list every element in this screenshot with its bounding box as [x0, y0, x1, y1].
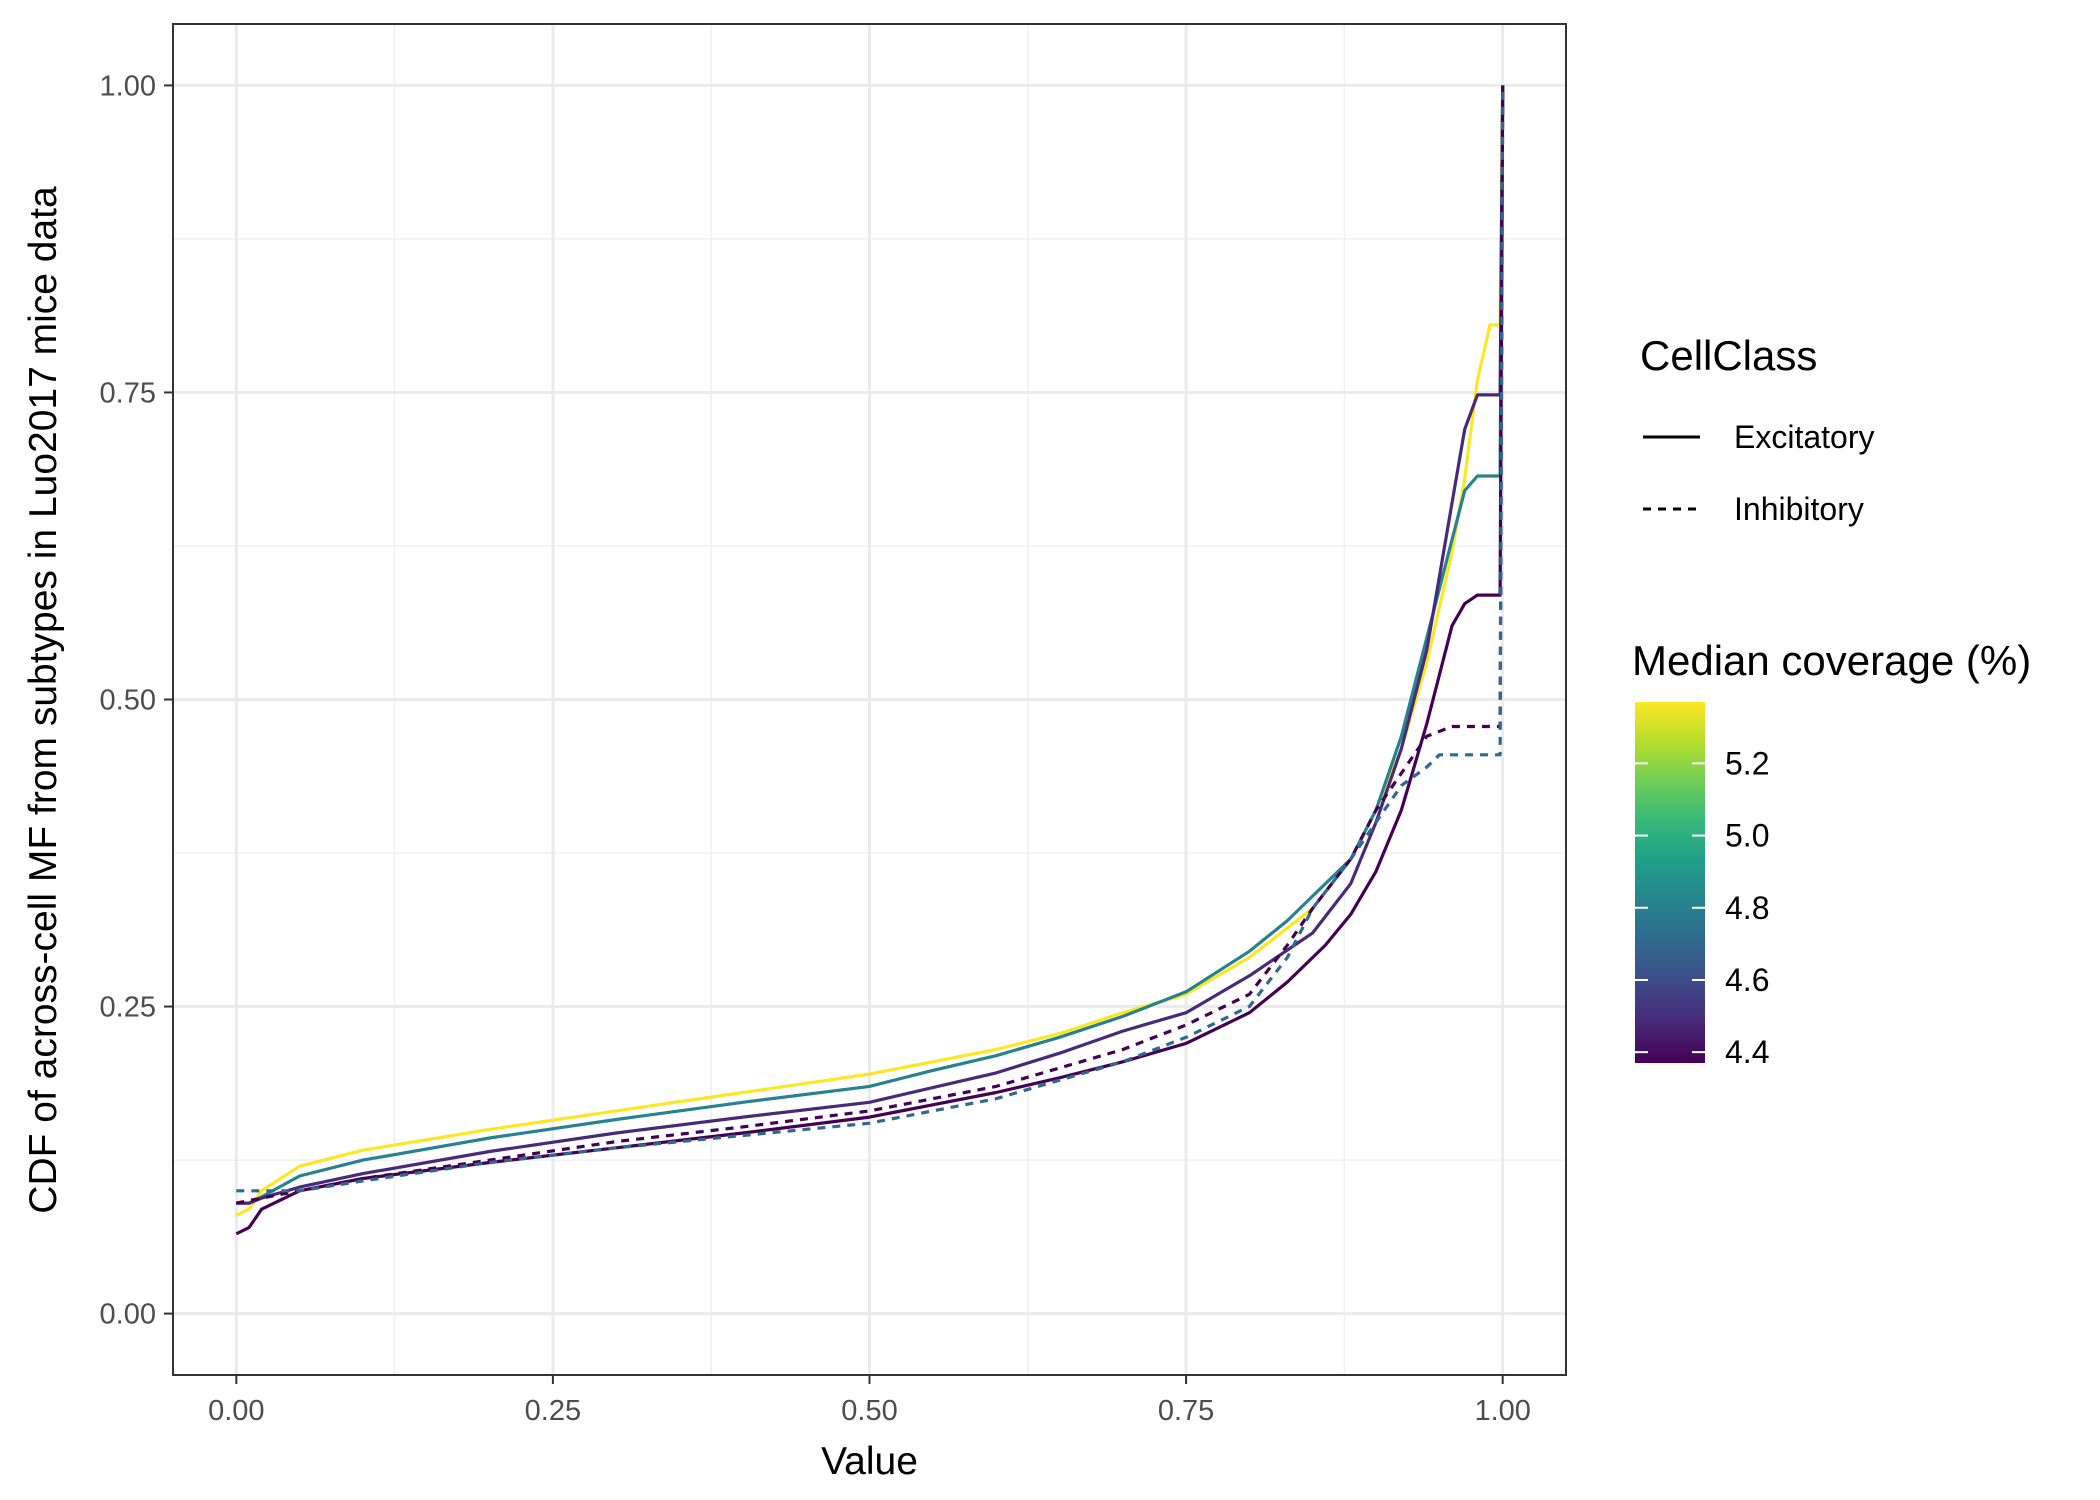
colorbar-tick-label: 4.4: [1725, 1034, 1769, 1070]
colorbar-tick-label: 5.2: [1725, 745, 1769, 781]
legend-cellclass-title: CellClass: [1640, 332, 1817, 379]
x-axis-title: Value: [821, 1440, 918, 1483]
x-tick-label: 0.50: [841, 1395, 897, 1427]
y-tick-label: 0.00: [100, 1299, 156, 1331]
series-line-inhibitory: [235, 85, 1505, 1205]
y-axis: 0.00 0.25 0.50 0.75 1.00: [100, 70, 173, 1331]
colorbar-ticks: 4.4 4.6 4.8 5.0 5.2: [1635, 745, 1769, 1070]
series-layer: [235, 85, 1505, 1236]
colorbar-tick-label: 4.8: [1725, 890, 1769, 926]
series-line-excitatory: [236, 85, 1505, 1205]
x-axis: 0.00 0.25 0.50 0.75 1.00: [208, 1375, 1531, 1427]
series-line-inhibitory: [236, 85, 1505, 1193]
x-tick-label: 0.25: [525, 1395, 581, 1427]
grid-major: [173, 24, 1566, 1375]
x-tick-label: 0.75: [1158, 1395, 1214, 1427]
colorbar-tick-label: 4.6: [1725, 962, 1769, 998]
x-tick-label: 0.00: [208, 1395, 264, 1427]
series-line-excitatory: [236, 85, 1505, 1205]
y-tick-label: 0.50: [100, 685, 156, 717]
y-tick-label: 0.25: [100, 992, 156, 1024]
y-tick-label: 0.75: [100, 377, 156, 409]
legend-cellclass: CellClass Excitatory Inhibitory: [1640, 332, 1874, 527]
colorbar: [1635, 702, 1705, 1063]
legend-label-inhibitory: Inhibitory: [1734, 491, 1864, 527]
legend-median-coverage: Median coverage (%) 4.4 4.6 4.8 5.0 5.2: [1632, 637, 2031, 1070]
x-tick-label: 1.00: [1474, 1395, 1530, 1427]
legend-label-excitatory: Excitatory: [1734, 419, 1874, 455]
legend-coverage-title: Median coverage (%): [1632, 637, 2031, 684]
y-axis-title: CDF of across-cell MF from subtypes in L…: [22, 186, 65, 1214]
colorbar-tick-label: 5.0: [1725, 818, 1769, 854]
y-tick-label: 1.00: [100, 70, 156, 102]
